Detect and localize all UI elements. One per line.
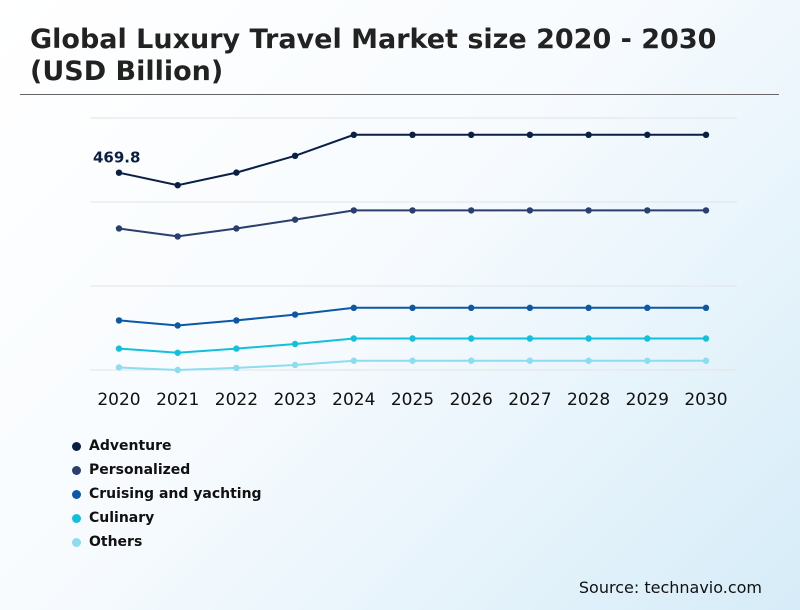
data-point [174,349,181,356]
x-tick-label: 2024 [332,390,375,410]
data-point [174,366,181,374]
legend-label: Personalized [89,462,191,478]
data-point [644,357,651,364]
data-point [644,207,651,214]
data-point [585,357,592,364]
chart-title: Global Luxury Travel Market size 2020 - … [30,24,717,87]
data-point [174,233,181,240]
series-line-1 [118,209,706,238]
x-tick-label: 2025 [391,390,434,410]
data-point [291,340,299,348]
data-point [350,357,357,364]
legend-marker [72,441,81,451]
data-point [174,322,181,329]
data-point [702,131,710,138]
data-point [350,207,357,214]
data-point [526,131,534,138]
data-point [409,357,416,364]
x-tick-label: 2027 [508,390,551,410]
data-point [526,335,534,342]
source-note: Source: technavio.com [578,578,762,597]
x-tick-label: 2020 [97,390,140,410]
x-tick-label: 2022 [215,390,258,410]
data-point [468,207,475,214]
data-point [644,304,651,312]
data-point [115,225,123,232]
data-point [291,361,299,369]
data-point [526,304,534,312]
data-point [526,357,534,364]
data-point [291,216,299,223]
legend-item: Cruising and yachting [72,482,262,506]
legend-marker [72,537,81,547]
data-point [468,335,475,342]
data-point [468,357,475,364]
title-divider [20,94,779,95]
data-point [702,357,710,364]
data-point [291,152,299,159]
data-point [233,345,240,352]
data-point [174,182,181,189]
data-point [468,131,475,138]
legend-label: Others [89,534,143,550]
legend-marker [72,513,81,523]
data-point [409,304,416,312]
data-point [350,131,357,138]
x-tick-label: 2030 [684,390,727,410]
data-point [702,304,710,312]
x-tick-label: 2028 [567,390,610,410]
legend-label: Cruising and yachting [89,486,262,502]
data-point [409,335,416,342]
data-point [115,345,123,352]
x-axis-ticks: 2020 2021 2022 2023 2024 2025 2026 2027 2028 2029… [97,390,727,410]
x-tick-label: 2026 [450,390,493,410]
legend-label: Culinary [89,510,155,526]
data-point [233,169,240,176]
legend-item: Others [72,530,262,554]
data-point [526,207,534,214]
data-point [644,131,651,138]
data-point [115,169,123,176]
data-point [291,311,299,318]
legend-item: Personalized [72,458,262,482]
data-point [702,207,710,214]
data-point [350,335,357,342]
data-point [644,335,651,342]
x-tick-label: 2023 [273,390,316,410]
data-point [350,304,357,312]
data-point [702,335,710,342]
series-lines [118,133,706,372]
x-tick-label: 2021 [156,390,199,410]
data-point [233,364,240,372]
data-label: 469.8 [93,149,140,167]
data-point [585,131,592,138]
line-chart: 2020 2021 2022 2023 2024 2025 2026 2027 2028 2029… [90,117,737,410]
data-point [233,225,240,232]
series-line-0 [118,133,706,187]
legend-label: Adventure [89,438,172,454]
series-points [115,131,710,374]
data-point [585,304,592,312]
x-tick-label: 2029 [626,390,669,410]
data-point [409,207,416,214]
grid-lines [90,117,737,371]
legend: Adventure Personalized Cruising and yachti… [72,434,262,554]
data-point [468,304,475,312]
annotations: 469.8 [93,149,140,167]
data-point [115,364,123,371]
data-point [409,131,416,138]
legend-item: Culinary [72,506,262,530]
legend-marker [72,465,81,475]
data-point [585,207,592,214]
data-point [585,335,592,342]
legend-item: Adventure [72,434,262,458]
legend-marker [72,489,81,499]
data-point [115,317,123,324]
data-point [233,317,240,324]
